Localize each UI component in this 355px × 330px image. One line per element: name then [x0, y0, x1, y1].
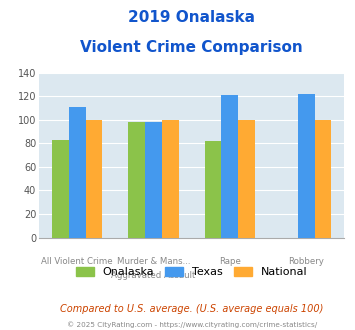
Bar — [298, 94, 315, 238]
Legend: Onalaska, Texas, National: Onalaska, Texas, National — [72, 262, 312, 281]
Text: Murder & Mans...: Murder & Mans... — [117, 257, 190, 266]
Bar — [222, 95, 238, 238]
Bar — [238, 120, 255, 238]
Bar — [205, 141, 222, 238]
Text: Aggravated Assault: Aggravated Assault — [111, 271, 196, 280]
Bar — [52, 140, 69, 238]
Bar — [145, 122, 162, 238]
Bar — [162, 120, 179, 238]
Text: Violent Crime Comparison: Violent Crime Comparison — [80, 40, 303, 54]
Bar — [69, 107, 86, 238]
Text: Robbery: Robbery — [288, 257, 324, 266]
Text: All Violent Crime: All Violent Crime — [42, 257, 113, 266]
Text: Rape: Rape — [219, 257, 241, 266]
Bar — [86, 120, 102, 238]
Text: Compared to U.S. average. (U.S. average equals 100): Compared to U.S. average. (U.S. average … — [60, 304, 323, 314]
Text: © 2025 CityRating.com - https://www.cityrating.com/crime-statistics/: © 2025 CityRating.com - https://www.city… — [67, 322, 317, 328]
Bar — [315, 120, 331, 238]
Text: 2019 Onalaska: 2019 Onalaska — [128, 10, 255, 25]
Bar — [129, 122, 145, 238]
